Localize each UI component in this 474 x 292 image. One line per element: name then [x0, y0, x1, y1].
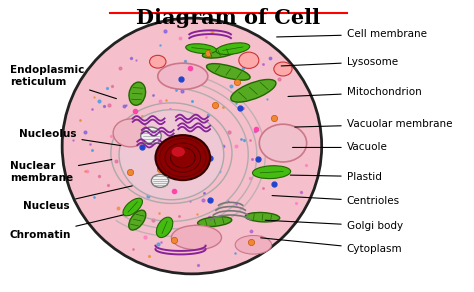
- Text: Golgi body: Golgi body: [265, 220, 403, 231]
- Text: Cell membrane: Cell membrane: [277, 29, 427, 39]
- Ellipse shape: [216, 43, 250, 54]
- Ellipse shape: [207, 64, 250, 80]
- Ellipse shape: [129, 82, 146, 105]
- Ellipse shape: [186, 44, 216, 53]
- Ellipse shape: [245, 213, 280, 222]
- Ellipse shape: [150, 55, 166, 68]
- Text: Nuclear
membrane: Nuclear membrane: [10, 159, 112, 183]
- Ellipse shape: [119, 110, 224, 200]
- Ellipse shape: [129, 210, 146, 230]
- Ellipse shape: [141, 127, 161, 145]
- Ellipse shape: [259, 124, 307, 162]
- Text: Chromatin: Chromatin: [10, 215, 123, 240]
- Ellipse shape: [235, 236, 272, 254]
- Ellipse shape: [155, 135, 210, 180]
- Text: Lysosome: Lysosome: [281, 57, 398, 67]
- Ellipse shape: [253, 166, 291, 179]
- Text: Vacuole: Vacuole: [292, 142, 388, 152]
- Ellipse shape: [231, 79, 276, 102]
- Ellipse shape: [151, 174, 169, 187]
- Ellipse shape: [239, 52, 259, 68]
- Ellipse shape: [198, 217, 232, 227]
- Text: Diagram of Cell: Diagram of Cell: [136, 8, 320, 28]
- Text: Mitochondrion: Mitochondrion: [288, 87, 421, 97]
- Ellipse shape: [171, 146, 185, 157]
- Ellipse shape: [274, 62, 292, 76]
- Ellipse shape: [62, 18, 322, 274]
- Text: Vacuolar membrane: Vacuolar membrane: [295, 119, 452, 129]
- Ellipse shape: [202, 48, 236, 58]
- Ellipse shape: [156, 217, 173, 238]
- Text: Centrioles: Centrioles: [272, 196, 400, 206]
- Ellipse shape: [158, 63, 208, 89]
- Text: Nucleolus: Nucleolus: [19, 129, 121, 146]
- Text: Endoplasmic
reticulum: Endoplasmic reticulum: [10, 65, 117, 99]
- Text: Nucleus: Nucleus: [23, 186, 132, 211]
- Text: Cytoplasm: Cytoplasm: [261, 238, 402, 254]
- Ellipse shape: [123, 198, 143, 216]
- Ellipse shape: [113, 119, 148, 147]
- Ellipse shape: [172, 225, 221, 250]
- Text: Plastid: Plastid: [290, 171, 382, 182]
